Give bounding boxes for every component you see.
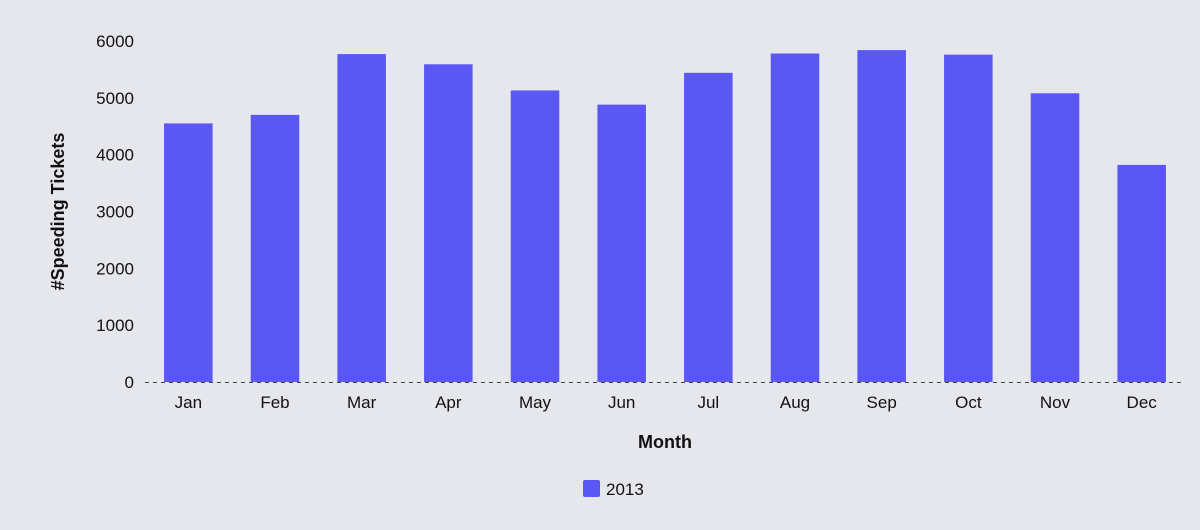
x-tick-label-jul: Jul — [697, 393, 719, 412]
y-axis-title: #Speeding Tickets — [48, 133, 68, 291]
x-tick-label-apr: Apr — [435, 393, 462, 412]
y-tick-label: 4000 — [96, 146, 134, 165]
bar-feb — [250, 114, 300, 382]
bar-dec — [1117, 164, 1166, 382]
bar-nov — [1030, 93, 1080, 382]
bar-may — [510, 90, 560, 382]
legend: 2013 — [583, 480, 644, 499]
bar-jan — [164, 123, 213, 383]
x-tick-label-jan: Jan — [175, 393, 202, 412]
bar-apr — [424, 64, 473, 382]
x-tick-label-mar: Mar — [347, 393, 377, 412]
x-tick-label-aug: Aug — [780, 393, 810, 412]
bars-group — [164, 50, 1166, 383]
bar-mar — [337, 54, 386, 383]
x-tick-label-dec: Dec — [1127, 393, 1158, 412]
y-tick-label: 6000 — [96, 32, 134, 51]
legend-label-2013: 2013 — [606, 480, 644, 499]
bar-jun — [597, 104, 646, 383]
x-tick-label-nov: Nov — [1040, 393, 1071, 412]
legend-swatch-2013 — [583, 480, 600, 497]
x-tick-label-may: May — [519, 393, 552, 412]
y-tick-label: 1000 — [96, 316, 134, 335]
x-tick-label-oct: Oct — [955, 393, 982, 412]
y-tick-label: 3000 — [96, 203, 134, 222]
x-axis-ticks: Jan Feb Mar Apr May Jun Jul Aug Sep Oct Nov Dec — [175, 393, 1158, 412]
bar-aug — [770, 53, 820, 383]
x-tick-label-feb: Feb — [260, 393, 289, 412]
bar-sep — [857, 50, 906, 383]
bar-oct — [944, 54, 993, 382]
y-tick-label: 2000 — [96, 259, 134, 278]
x-tick-label-sep: Sep — [867, 393, 897, 412]
x-tick-label-jun: Jun — [608, 393, 635, 412]
x-axis-title: Month — [638, 432, 692, 452]
bar-jul — [684, 72, 733, 383]
y-axis-ticks: 0 1000 2000 3000 4000 5000 6000 — [96, 32, 134, 392]
y-tick-label: 5000 — [96, 89, 134, 108]
y-tick-label: 0 — [125, 373, 134, 392]
